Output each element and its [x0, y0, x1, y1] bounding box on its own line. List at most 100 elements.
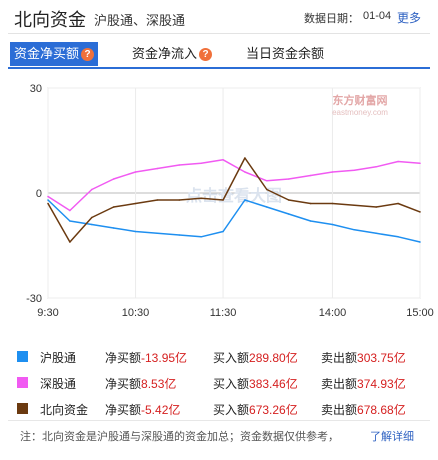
note-divider	[8, 420, 430, 421]
net-label: 净买额	[105, 377, 142, 391]
data-point	[419, 211, 421, 213]
tab-balance-label: 当日资金余额	[246, 46, 325, 61]
data-point	[47, 202, 49, 205]
series-line-1	[47, 159, 421, 212]
data-point	[419, 241, 421, 243]
legend-row-hgt: 沪股通 净买额-13.95亿 买入额289.80亿 卖出额303.75亿	[0, 347, 438, 367]
data-point	[112, 178, 115, 180]
data-point	[331, 223, 334, 226]
tab-underline	[8, 67, 430, 69]
buy-value: 673.26亿	[249, 403, 298, 417]
x-tick-label: 9:30	[37, 307, 58, 319]
data-point	[222, 230, 224, 233]
net-value: -13.95亿	[141, 351, 188, 365]
tab-net-inflow[interactable]: 资金净流入?	[132, 42, 213, 66]
x-tick-label: 14:00	[319, 307, 347, 319]
help-icon[interactable]: ?	[199, 48, 213, 61]
data-point	[309, 202, 312, 205]
header-divider	[8, 33, 430, 34]
data-point	[353, 204, 356, 207]
series-name: 沪股通	[40, 351, 77, 365]
data-point	[331, 202, 334, 205]
buy-label: 买入额	[213, 403, 250, 417]
data-point	[112, 206, 115, 208]
legend-row-sgt: 深股通 净买额8.53亿 买入额383.46亿 卖出额374.93亿	[0, 373, 438, 393]
series-name: 深股通	[40, 377, 77, 391]
sell-value: 374.93亿	[357, 377, 406, 391]
net-value: -5.42亿	[141, 403, 181, 417]
y-tick-label: -30	[26, 293, 42, 305]
data-point	[287, 213, 290, 215]
buy-value: 289.80亿	[249, 351, 298, 365]
brand-watermark-sub: eastmoney.com	[332, 108, 388, 117]
page-subtitle: 沪股通、深股通	[94, 13, 186, 28]
buy-value: 383.46亿	[249, 377, 298, 391]
series-color-swatch	[17, 351, 28, 362]
data-point	[309, 220, 312, 222]
x-tick-label: 10:30	[122, 307, 150, 319]
data-point	[244, 171, 246, 173]
tab-net-inflow-label: 资金净流入	[132, 46, 198, 61]
tab-balance[interactable]: 当日资金余额	[246, 42, 324, 66]
sell-label: 卖出额	[321, 377, 358, 391]
data-point	[178, 199, 181, 201]
data-point	[397, 202, 399, 205]
sell-value: 303.75亿	[357, 351, 406, 365]
buy-label: 买入额	[213, 377, 250, 391]
details-link[interactable]: 了解详细	[370, 431, 414, 443]
sell-value: 678.68亿	[357, 403, 406, 417]
data-point	[419, 162, 421, 165]
data-point	[178, 234, 181, 236]
x-tick-label: 11:30	[210, 307, 237, 319]
data-point	[375, 206, 378, 208]
north-bound-flow-chart[interactable]: 30 0 -30 9:30 10:30 11:30 14:00 15:00 东方财富网eastm…	[0, 72, 438, 334]
view-larger-watermark: 点击查看大图	[186, 186, 282, 205]
header: 北向资金 沪股通、深股通 数据日期： 01-04 更多	[0, 0, 438, 34]
data-point	[134, 230, 137, 233]
data-point	[397, 160, 399, 163]
data-point	[353, 228, 356, 231]
data-point	[156, 199, 159, 201]
data-point	[200, 197, 202, 200]
data-point	[156, 232, 159, 235]
tab-net-buy-label: 资金净买额	[14, 46, 80, 61]
net-value: 8.53亿	[141, 377, 177, 391]
data-point	[287, 178, 290, 180]
footnote: 注：北向资金是沪股通与深股通的资金加总；资金数据仅供参考，	[20, 431, 339, 443]
data-point	[47, 195, 49, 198]
data-point	[375, 165, 378, 168]
data-point	[222, 199, 224, 201]
series-name: 北向资金	[40, 403, 89, 417]
data-point	[244, 199, 246, 201]
data-point	[90, 223, 93, 226]
legend-row-north: 北向资金 净买额-5.42亿 买入额673.26亿 卖出额678.68亿	[0, 399, 438, 419]
date-label: 数据日期：	[304, 13, 359, 25]
sell-label: 卖出额	[321, 403, 358, 417]
data-point	[156, 167, 159, 170]
tab-net-buy[interactable]: 资金净买额?	[10, 42, 99, 66]
help-icon[interactable]: ?	[81, 48, 95, 61]
chart-area[interactable]: 30 0 -30 9:30 10:30 11:30 14:00 15:00 东方财富网 eastm…	[0, 72, 438, 334]
data-point	[309, 174, 312, 177]
data-point	[90, 216, 93, 219]
y-tick-label: 0	[36, 188, 42, 200]
data-point	[69, 241, 71, 243]
data-point	[222, 158, 224, 161]
data-point	[266, 179, 268, 182]
date-value: 01-04	[363, 10, 392, 22]
brand-watermark: 东方财富网	[333, 93, 388, 107]
series-color-swatch	[17, 377, 28, 388]
more-link[interactable]: 更多	[397, 11, 422, 25]
data-point	[69, 220, 71, 222]
series-color-swatch	[17, 403, 28, 414]
data-point	[112, 227, 115, 229]
x-tick-label: 15:00	[406, 307, 434, 319]
y-tick-label: 30	[30, 83, 42, 95]
buy-label: 买入额	[213, 351, 250, 365]
sell-label: 卖出额	[321, 351, 358, 365]
data-point	[134, 202, 137, 205]
tab-bar: 资金净买额? 资金净流入? 当日资金余额	[0, 42, 438, 68]
data-point	[331, 171, 334, 173]
data-point	[397, 235, 399, 238]
data-point	[353, 169, 356, 172]
